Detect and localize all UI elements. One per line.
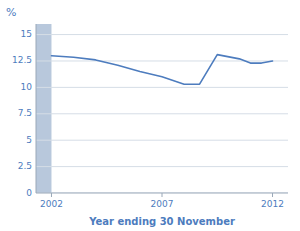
line [51, 55, 272, 85]
shaded-span [36, 24, 51, 193]
grid-line [36, 34, 288, 35]
grid-line [36, 166, 288, 167]
grid-line [36, 87, 288, 88]
x-tick [162, 193, 163, 197]
x-tick-label: 2012 [261, 199, 284, 209]
y-tick-label: 15 [21, 29, 32, 39]
grid-line [36, 113, 288, 114]
y-tick-label: 0 [26, 188, 32, 198]
grid-line [36, 140, 288, 141]
y-tick-label: 5 [26, 135, 32, 145]
x-axis-label: Year ending 30 November [88, 216, 235, 227]
x-tick-label: 2002 [40, 199, 63, 209]
y-axis-line [36, 24, 37, 193]
grid-line [36, 193, 288, 194]
y-tick-label: 12.5 [12, 55, 32, 65]
y-tick-label: 10 [21, 82, 33, 92]
grid-line [36, 60, 288, 61]
x-tick-label: 2007 [151, 199, 174, 209]
chart: 0 2.5 5 7.5 10 12.5 15 2002 2007 2012 Year ending … [0, 0, 300, 231]
x-tick [272, 193, 273, 197]
y-axis-label: % [6, 6, 16, 19]
x-tick [51, 193, 52, 197]
y-tick-label: 7.5 [18, 108, 32, 118]
chart-container: 0 2.5 5 7.5 10 12.5 15 2002 2007 2012 Year ending … [0, 0, 300, 231]
plot-area [36, 24, 288, 193]
y-tick-label: 2.5 [18, 161, 32, 171]
